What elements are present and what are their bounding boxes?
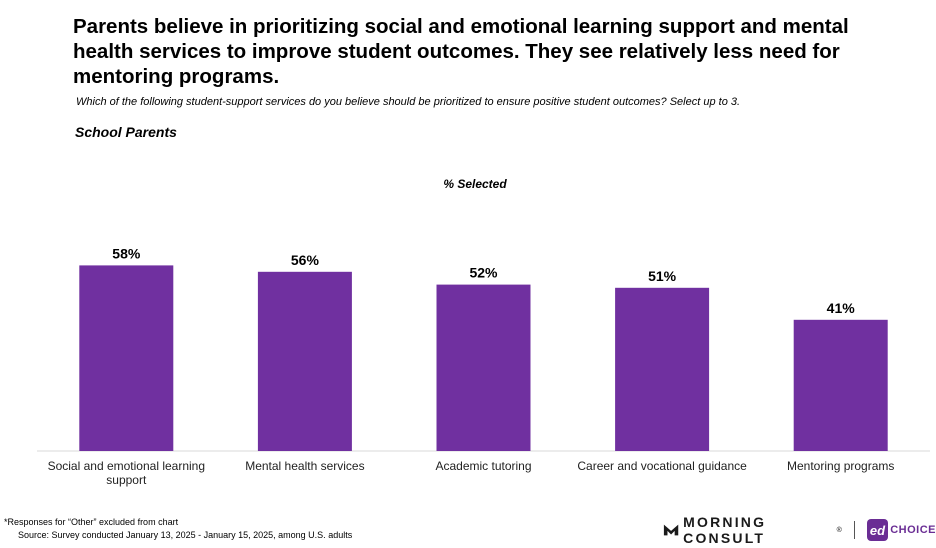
brand-logos: MORNING CONSULT ® ed CHOICE <box>663 514 936 546</box>
morning-consult-icon <box>663 524 679 536</box>
category-label: Career and vocational guidance <box>577 459 747 473</box>
bar <box>257 271 352 451</box>
bar <box>436 284 531 451</box>
edchoice-icon: ed <box>866 519 889 541</box>
data-label: 58% <box>112 245 141 261</box>
category-label: Academic tutoring <box>435 459 531 473</box>
edchoice-logo: CHOICE <box>890 524 936 536</box>
category-label: Mental health services <box>245 459 364 473</box>
category-label: Mentoring programs <box>787 459 894 473</box>
headline: Parents believe in prioritizing social a… <box>73 15 849 88</box>
morning-consult-logo: MORNING CONSULT <box>683 514 767 546</box>
data-label: 41% <box>827 300 856 316</box>
survey-question: Which of the following student-support s… <box>76 96 741 108</box>
segment-label: School Parents <box>75 124 177 140</box>
data-label: 56% <box>291 252 320 268</box>
chart-title: % Selected <box>443 177 507 191</box>
data-label: 52% <box>469 265 498 281</box>
logo-divider <box>853 521 855 539</box>
data-label: 51% <box>648 268 677 284</box>
bar <box>615 287 710 451</box>
bar <box>79 265 174 451</box>
footnote: *Responses for “Other” excluded from cha… <box>4 517 179 527</box>
bar <box>793 319 888 451</box>
source-note: Source: Survey conducted January 13, 202… <box>18 530 353 540</box>
category-label: Social and emotional learning support <box>48 459 205 487</box>
registered-mark: ® <box>836 526 842 534</box>
